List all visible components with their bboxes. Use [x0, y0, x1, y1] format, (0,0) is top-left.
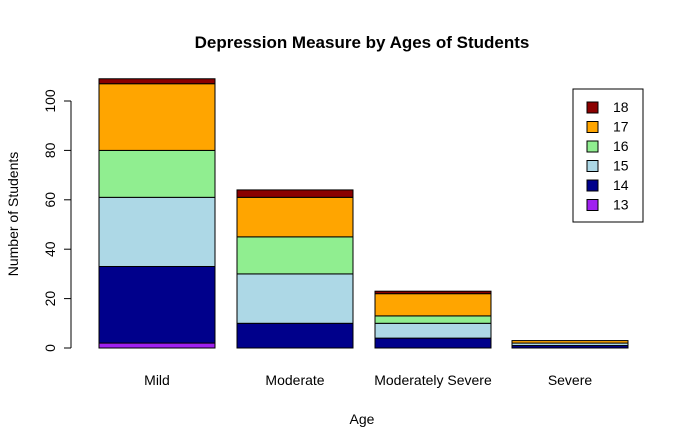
bar-segment-0-2 — [98, 196, 216, 267]
y-tick-label-2: 40 — [42, 241, 58, 257]
x-axis-label: Age — [350, 411, 375, 427]
bar-segment-1-4 — [236, 196, 354, 238]
bars-group — [98, 78, 629, 349]
y-tick-label-4: 80 — [42, 142, 58, 158]
x-tick-label-2: Moderately Severe — [374, 372, 492, 388]
bar-segment-1-1 — [236, 322, 354, 349]
legend-box — [572, 88, 644, 223]
bar-segment-2-2 — [374, 322, 492, 339]
y-tick-label-3: 60 — [42, 192, 58, 208]
legend-swatch-3 — [586, 160, 599, 172]
bar-segment-1-3 — [236, 236, 354, 275]
x-tick-label-0: Mild — [144, 372, 170, 388]
legend-label-2: 16 — [613, 138, 629, 154]
y-tick-label-5: 100 — [42, 89, 58, 113]
legend-label-3: 15 — [613, 158, 629, 174]
bar-segment-1-5 — [236, 189, 354, 198]
x-tick-label-1: Moderate — [265, 372, 324, 388]
legend: 18 17 16 15 14 13 — [572, 88, 644, 223]
bar-segment-0-1 — [98, 265, 216, 344]
bar-segment-0-4 — [98, 83, 216, 151]
bar-segment-0-3 — [98, 149, 216, 198]
bar-segment-0-5 — [98, 78, 216, 85]
bar-segment-2-1 — [374, 337, 492, 349]
chart-title: Depression Measure by Ages of Students — [195, 33, 530, 52]
legend-swatch-5 — [586, 199, 599, 211]
y-tick-label-0: 0 — [42, 344, 58, 352]
y-axis: 0 20 40 60 80 100 — [42, 89, 72, 352]
bar-segment-1-2 — [236, 273, 354, 324]
legend-swatch-2 — [586, 140, 599, 153]
legend-swatch-0 — [586, 101, 599, 114]
bar-segment-3-4 — [511, 340, 629, 344]
legend-label-1: 17 — [613, 119, 629, 135]
bar-segment-2-5 — [374, 290, 492, 295]
legend-label-5: 13 — [613, 197, 629, 213]
bar-segment-2-4 — [374, 293, 492, 317]
x-tick-label-3: Severe — [548, 372, 593, 388]
bar-segment-0-0 — [98, 342, 216, 349]
legend-label-4: 14 — [613, 177, 629, 193]
y-axis-label: Number of Students — [5, 152, 21, 277]
legend-label-0: 18 — [613, 99, 629, 115]
legend-swatch-1 — [586, 121, 599, 133]
legend-swatch-4 — [586, 179, 599, 192]
y-tick-label-1: 20 — [42, 291, 58, 307]
x-tick-labels: Mild Moderate Moderately Severe Severe — [144, 372, 592, 388]
bar-segment-2-3 — [374, 315, 492, 324]
